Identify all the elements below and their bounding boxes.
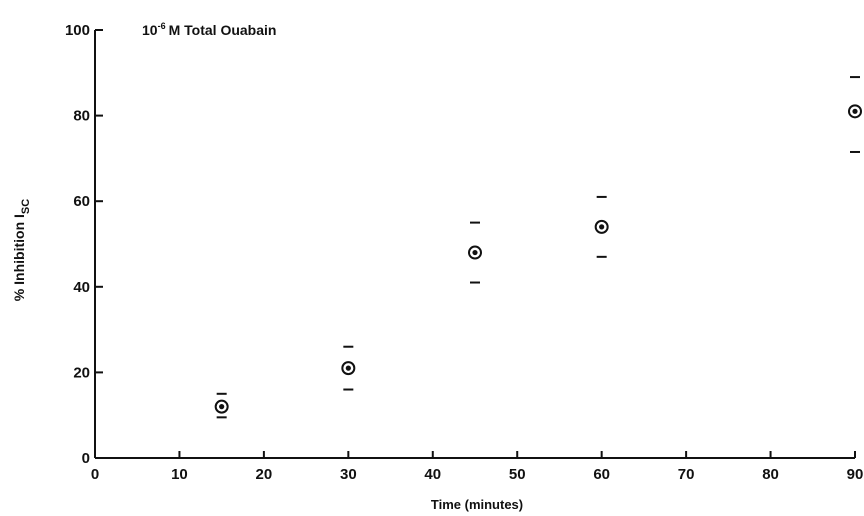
data-point-ring — [341, 361, 356, 376]
x-axis-label: Time (minutes) — [431, 497, 523, 512]
data-point-ring — [848, 104, 862, 119]
data-point-ring — [594, 219, 609, 234]
data-point — [341, 361, 356, 376]
data-point-dot — [345, 365, 351, 371]
ticks: 0 10 20 30 40 50 60 70 80 90 0 20 40 60 80 100 — [65, 22, 863, 483]
x-tick-label: 80 — [762, 466, 779, 483]
error-bars — [216, 76, 860, 419]
chart-annotation: 10-6 M Total Ouabain — [142, 21, 276, 38]
x-tick-label: 40 — [424, 466, 441, 483]
y-tick-label: 100 — [65, 22, 90, 39]
data-point-dot — [852, 108, 858, 114]
axes — [94, 30, 855, 459]
y-tick-label: 80 — [73, 108, 90, 125]
annotation-base: 10 — [142, 22, 158, 38]
x-tick-label: 90 — [847, 466, 864, 483]
data-point-ring — [468, 245, 482, 260]
x-tick-label: 20 — [256, 466, 273, 483]
data-points — [214, 104, 862, 414]
data-point — [848, 104, 862, 119]
y-tick-label: 0 — [82, 450, 90, 467]
x-tick-label: 10 — [171, 466, 188, 483]
y-tick-label: 40 — [73, 279, 90, 296]
data-point — [214, 399, 229, 414]
y-axis-label-main: % Inhibition I — [11, 214, 27, 301]
data-point-dot — [219, 404, 225, 410]
x-tick-label: 50 — [509, 466, 526, 483]
y-axis-label-subscript: SC — [20, 199, 32, 214]
x-tick-label: 30 — [340, 466, 357, 483]
data-point-ring — [214, 399, 229, 414]
annotation-text: M Total Ouabain — [169, 22, 277, 38]
x-tick-label: 70 — [678, 466, 695, 483]
data-point — [594, 219, 609, 234]
y-tick-label: 20 — [73, 364, 90, 381]
data-point-dot — [599, 224, 605, 230]
x-tick-label: 0 — [91, 466, 99, 483]
data-point — [468, 245, 482, 260]
annotation-exponent: -6 — [158, 21, 166, 31]
data-point-dot — [472, 249, 478, 256]
y-tick-label: 60 — [73, 193, 90, 210]
y-axis-label: % Inhibition ISC — [11, 199, 32, 301]
x-tick-label: 60 — [593, 466, 610, 483]
